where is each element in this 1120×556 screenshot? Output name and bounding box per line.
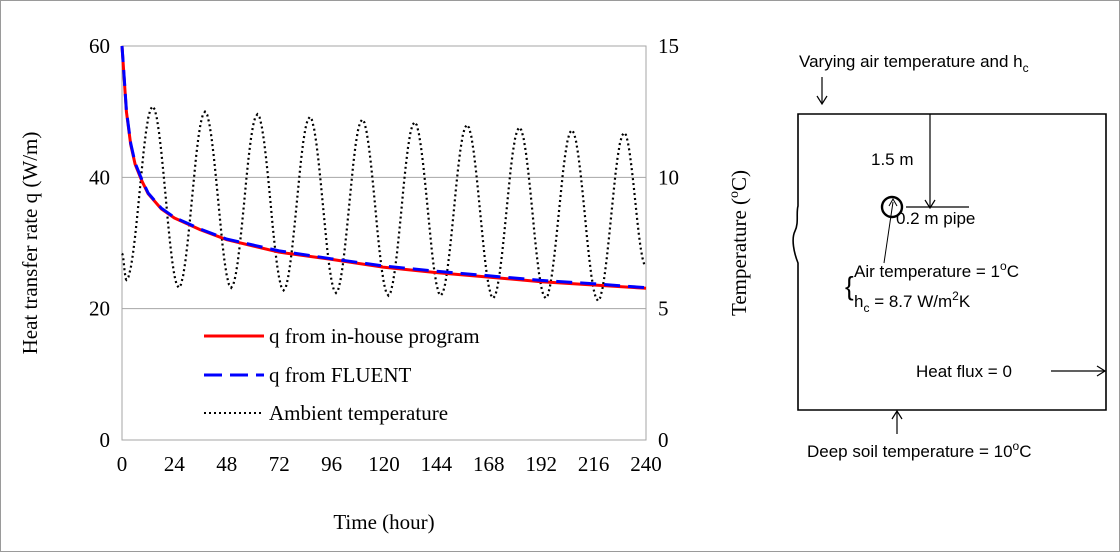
y-right-tick-10: 10 — [658, 165, 679, 189]
heat-flux-arrow-head — [1096, 365, 1107, 377]
gridlines — [122, 176, 646, 310]
legend-label-ambient: Ambient temperature — [269, 401, 448, 425]
brace-glyph: { — [845, 271, 854, 301]
x-tick-216: 216 — [578, 452, 610, 476]
pipe-air-pointer — [883, 201, 894, 264]
air-temp-label: Air temperature = 1oC — [854, 259, 1019, 281]
y-left-tick-20: 20 — [89, 297, 110, 321]
y-left-tick-labels: 0 20 40 60 — [89, 34, 110, 452]
pipe-label: 0.2 m pipe — [896, 209, 975, 228]
y-right-axis-title: Temperature (oC) — [727, 170, 751, 316]
x-tick-144: 144 — [421, 452, 453, 476]
y-right-tick-5: 5 — [658, 297, 669, 321]
y-left-tick-0: 0 — [100, 428, 111, 452]
legend: q from in-house program q from FLUENT Am… — [204, 324, 480, 425]
series-q-inhouse — [120, 45, 647, 290]
top-arrow-head — [816, 95, 828, 106]
x-tick-72: 72 — [269, 452, 290, 476]
series-ambient-temperature — [121, 104, 647, 303]
plot-area — [121, 45, 647, 441]
series-lines — [120, 45, 647, 303]
bottom-arrow-head — [891, 409, 903, 420]
legend-label-inhouse: q from in-house program — [269, 324, 480, 348]
y-right-tick-15: 15 — [658, 34, 679, 58]
x-tick-48: 48 — [216, 452, 237, 476]
x-tick-120: 120 — [368, 452, 400, 476]
x-tick-192: 192 — [525, 452, 557, 476]
depth-label: 1.5 m — [871, 150, 914, 169]
depth-arrow-head — [924, 199, 936, 210]
x-tick-24: 24 — [164, 452, 186, 476]
legend-label-fluent: q from FLUENT — [269, 363, 411, 387]
x-axis-title: Time (hour) — [333, 510, 434, 534]
x-tick-96: 96 — [321, 452, 342, 476]
x-tick-0: 0 — [117, 452, 128, 476]
x-tick-labels: 0 24 48 72 96 120 144 168 192 216 240 — [117, 452, 662, 476]
y-left-axis-title: Heat transfer rate q (W/m) — [18, 132, 42, 355]
soil-domain-box — [792, 113, 1107, 411]
x-tick-168: 168 — [473, 452, 505, 476]
y-left-tick-60: 60 — [89, 34, 110, 58]
x-tick-240: 240 — [630, 452, 662, 476]
y-right-tick-0: 0 — [658, 428, 669, 452]
hc-label: hc = 8.7 W/m2K — [854, 289, 971, 315]
top-boundary-label: Varying air temperature and hc — [799, 52, 1029, 75]
deep-soil-label: Deep soil temperature = 10oC — [807, 439, 1032, 461]
series-q-fluent — [120, 45, 647, 290]
pipe-air-pointer-head — [888, 197, 898, 207]
heat-flux-label: Heat flux = 0 — [916, 362, 1012, 381]
y-left-tick-40: 40 — [89, 165, 110, 189]
y-right-tick-labels: 0 5 10 15 — [658, 34, 679, 452]
soil-diagram: Varying air temperature and hc 1.5 m 0.2… — [792, 52, 1107, 461]
pipe-circle — [880, 195, 904, 219]
